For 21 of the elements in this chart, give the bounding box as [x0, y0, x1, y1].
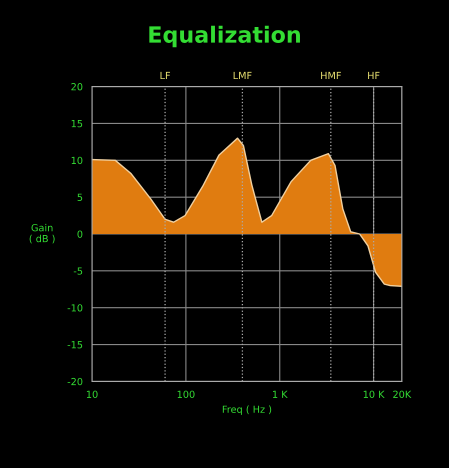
y-tick-label: -10 — [68, 304, 82, 312]
y-tick-label: -15 — [68, 341, 82, 348]
y-tick-label: 10 — [72, 156, 82, 164]
y-tick-label: -5 — [74, 267, 82, 275]
x-axis-title: Freq ( Hz ) — [222, 405, 272, 415]
y-tick-label: 20 — [71, 83, 82, 90]
y-tick-label: 5 — [78, 194, 82, 201]
x-tick-label: 10 — [86, 390, 98, 398]
y-axis-title: Gain ( dB ) — [30, 224, 55, 244]
chart-title: Equalization — [149, 26, 300, 48]
y-tick-label: 15 — [72, 120, 82, 128]
y-tick-label: 0 — [77, 230, 82, 238]
x-tick-label: 20K — [393, 390, 412, 398]
ref-line-label: HF — [368, 72, 380, 80]
x-tick-label: 10 K — [364, 390, 385, 398]
ref-line-label: HMF — [321, 72, 341, 80]
ref-line-label: LF — [160, 72, 170, 80]
ref-line-label: LMF — [234, 72, 252, 80]
x-tick-label: 100 — [178, 390, 195, 398]
x-tick-label: 1 K — [272, 390, 288, 398]
y-tick-label: -20 — [68, 378, 82, 386]
